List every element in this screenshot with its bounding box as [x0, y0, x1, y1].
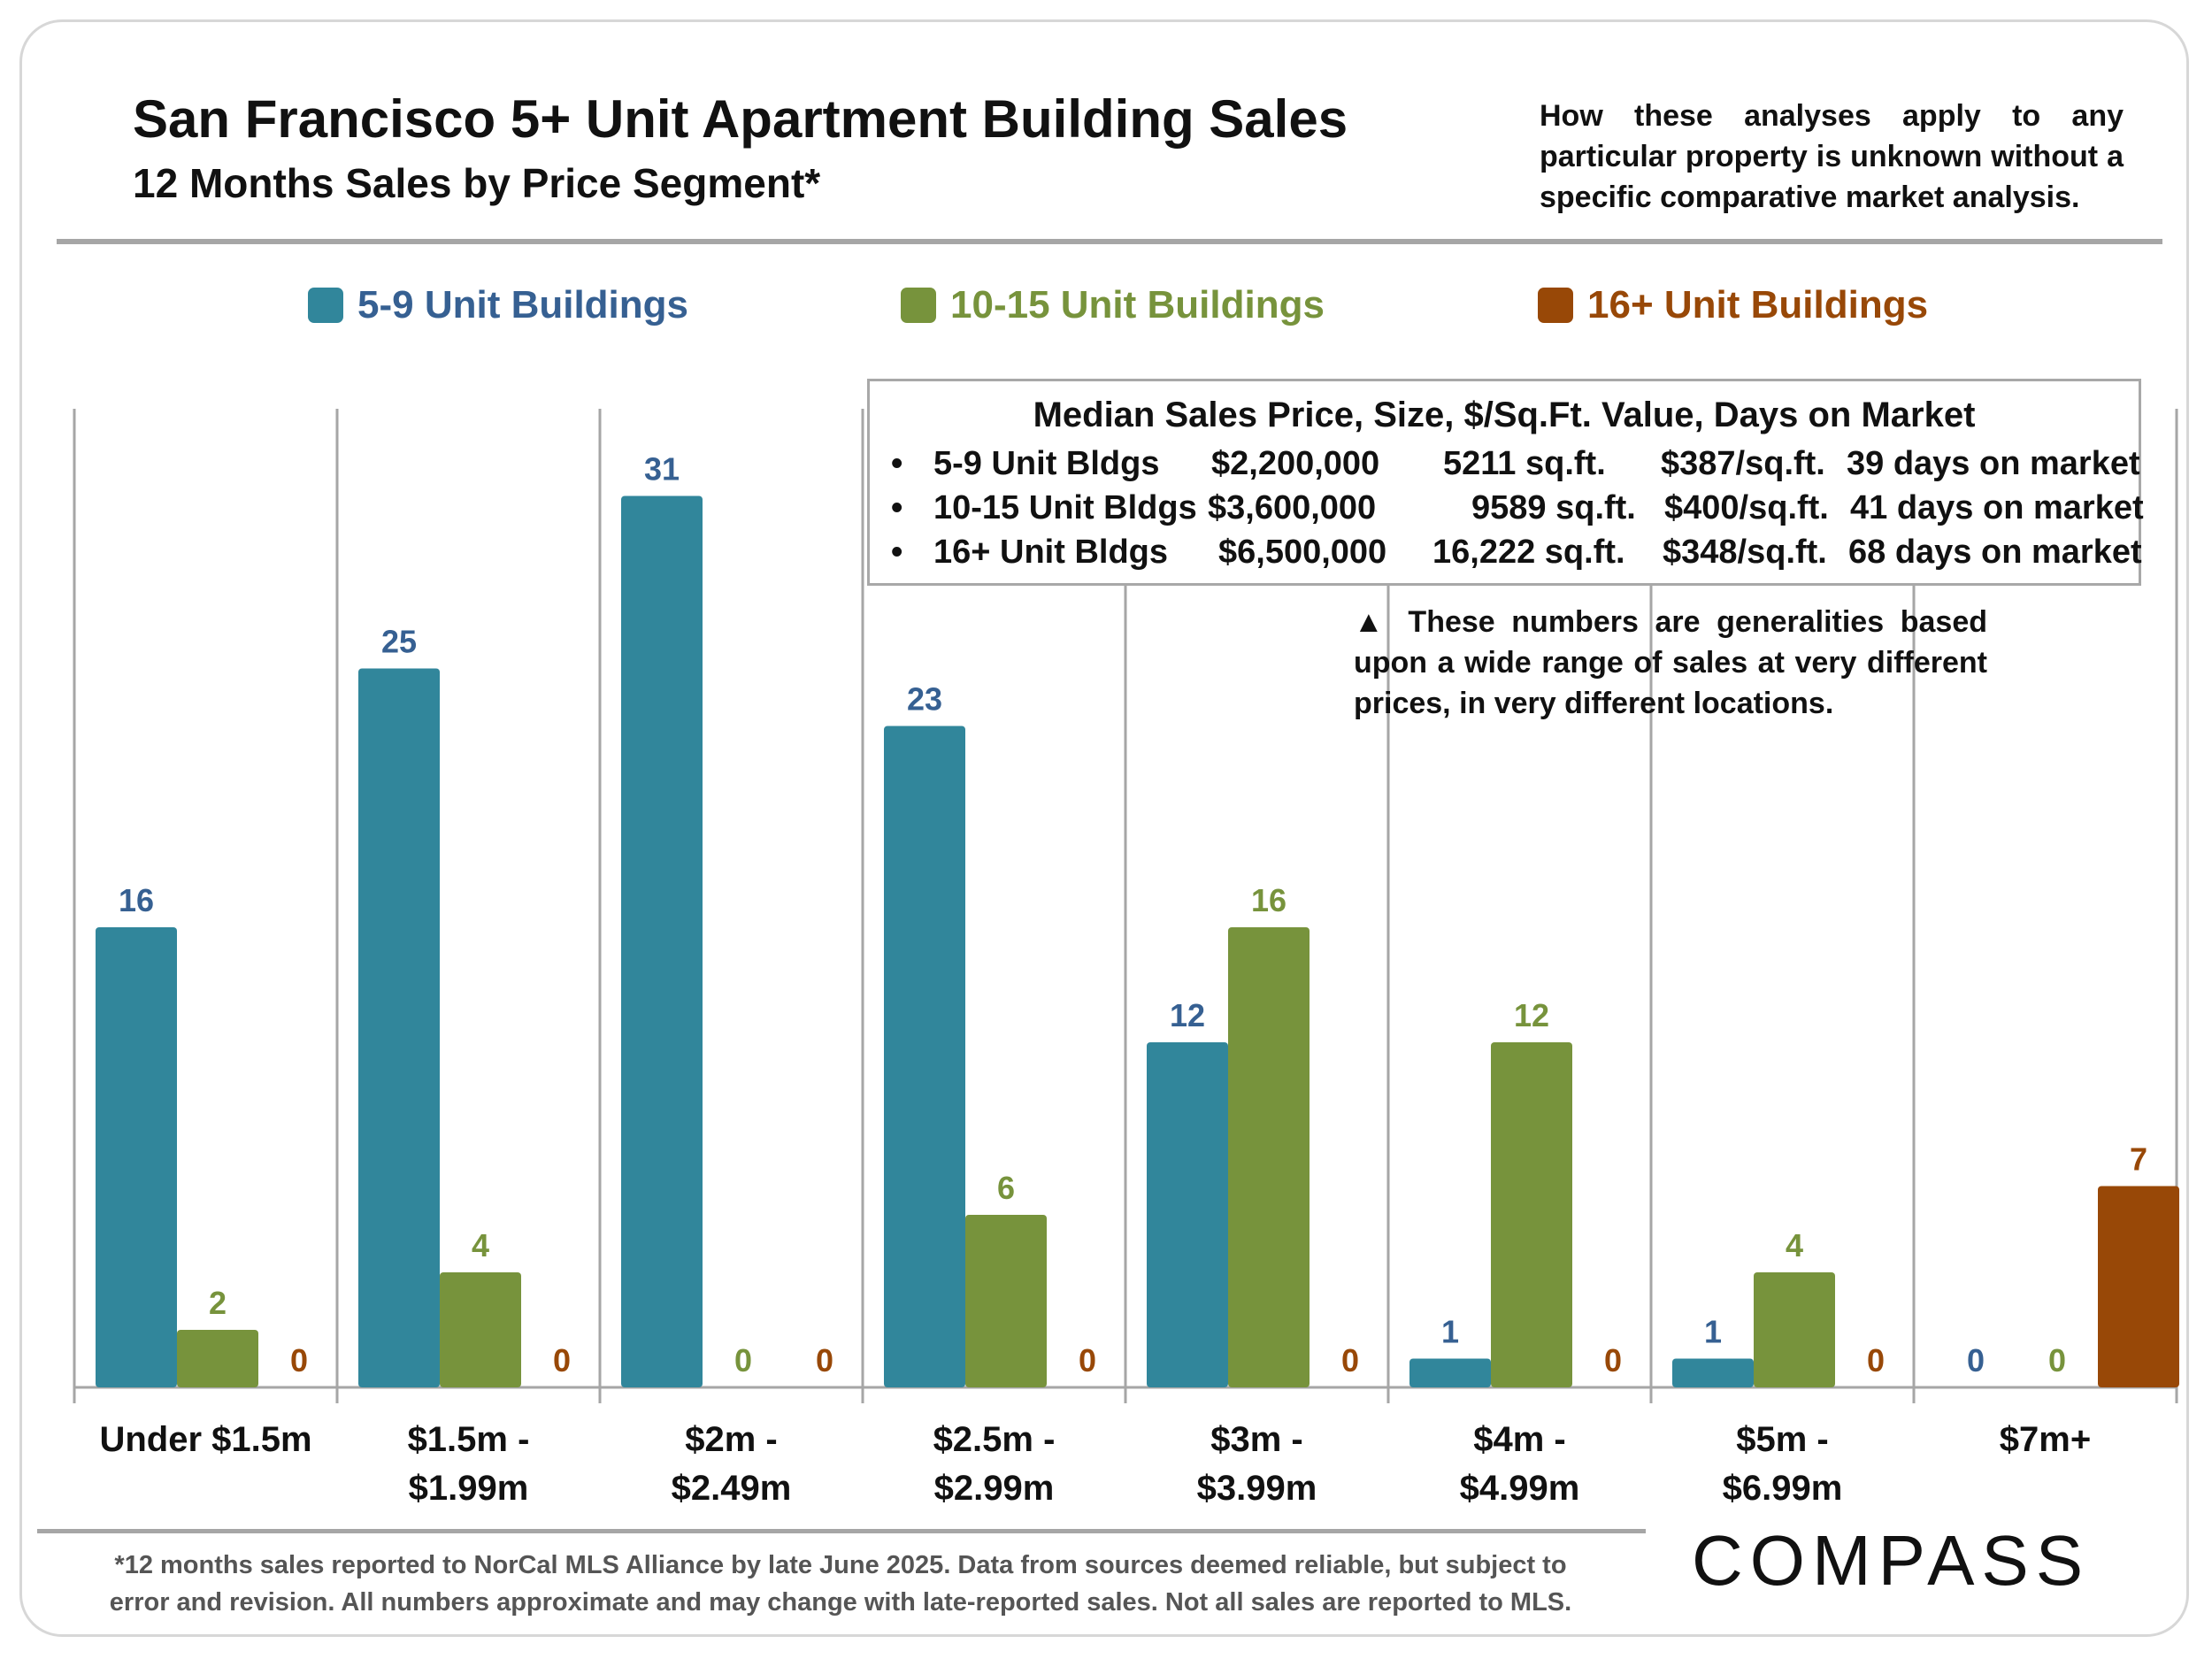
median-row-bullet: • — [891, 445, 903, 482]
data-label: 16 — [1251, 882, 1286, 918]
data-label: 7 — [2130, 1141, 2147, 1178]
median-row-ppsf: $348/sq.ft. — [1663, 534, 1827, 571]
bar — [1147, 1042, 1228, 1387]
footnote-line-2: error and revision. All numbers approxim… — [109, 1588, 1572, 1617]
data-label: 2 — [209, 1285, 227, 1321]
data-label: 0 — [1867, 1342, 1885, 1379]
data-label: 0 — [553, 1342, 571, 1379]
bar — [358, 668, 440, 1387]
median-row-bullet: • — [891, 534, 903, 571]
median-row-label: 10-15 Unit Bldgs — [933, 489, 1197, 526]
median-row-size: 5211 sq.ft. — [1443, 445, 1606, 482]
x-tick-label: $2.49m — [672, 1469, 792, 1508]
disclaimer-text: How these analyses apply to any particul… — [1540, 99, 2124, 214]
legend-swatch-16-plus — [1538, 288, 1573, 323]
legend-label-10-15: 10-15 Unit Buildings — [950, 283, 1325, 326]
chart-subtitle: 12 Months Sales by Price Segment* — [133, 160, 821, 206]
x-tick-label: $2.99m — [934, 1469, 1055, 1508]
x-tick-label: $7m+ — [2000, 1420, 2091, 1459]
legend-item-10-15: 10-15 Unit Buildings — [901, 283, 1325, 327]
legend-swatch-10-15 — [901, 288, 936, 323]
footnote: *12 months sales reported to NorCal MLS … — [53, 1547, 1628, 1621]
median-row-dom: 39 days on market — [1847, 445, 2140, 482]
median-row-size: 16,222 sq.ft. — [1432, 534, 1625, 571]
data-label: 12 — [1514, 997, 1549, 1033]
median-row-price: $3,600,000 — [1208, 489, 1377, 526]
data-label: 0 — [1079, 1342, 1096, 1379]
legend-item-5-9: 5-9 Unit Buildings — [308, 283, 688, 327]
data-label: 4 — [472, 1227, 489, 1263]
bar — [2098, 1186, 2179, 1387]
legend-swatch-5-9 — [308, 288, 343, 323]
generalities-note: ▲ These numbers are generalities based u… — [1354, 605, 1987, 720]
chart-title: San Francisco 5+ Unit Apartment Building… — [133, 89, 1348, 149]
x-tick-label: Under $1.5m — [99, 1420, 311, 1459]
x-tick-label: $1.5m - — [408, 1420, 530, 1459]
data-label: 31 — [644, 451, 680, 488]
bar — [177, 1330, 258, 1387]
median-stats-title: Median Sales Price, Size, $/Sq.Ft. Value… — [1033, 396, 1976, 434]
median-row-bullet: • — [891, 489, 903, 526]
bar — [1228, 927, 1310, 1387]
median-row-price: $6,500,000 — [1218, 534, 1387, 571]
bar — [965, 1215, 1047, 1387]
bar — [621, 495, 703, 1387]
x-tick-label: $1.99m — [409, 1469, 529, 1508]
data-label: 0 — [2048, 1342, 2066, 1379]
data-label: 0 — [1341, 1342, 1359, 1379]
compass-logo: COMPASS — [1692, 1521, 2091, 1600]
data-label: 25 — [381, 624, 417, 660]
data-label: 12 — [1170, 997, 1205, 1033]
bar — [1672, 1358, 1754, 1387]
data-label: 6 — [997, 1170, 1015, 1206]
header-divider — [57, 239, 2162, 244]
data-label: 23 — [907, 681, 942, 718]
data-label: 0 — [290, 1342, 308, 1379]
median-row-size: 9589 sq.ft. — [1471, 489, 1636, 526]
bar — [440, 1272, 521, 1387]
data-label: 0 — [816, 1342, 833, 1379]
median-row-dom: 41 days on market — [1850, 489, 2144, 526]
data-label: 16 — [119, 882, 154, 918]
data-label: 0 — [1604, 1342, 1622, 1379]
median-row-dom: 68 days on market — [1848, 534, 2142, 571]
legend-item-16-plus: 16+ Unit Buildings — [1538, 283, 1928, 327]
x-tick-label: $6.99m — [1723, 1469, 1843, 1508]
bar — [884, 726, 965, 1387]
x-tick-label: $3.99m — [1197, 1469, 1317, 1508]
x-tick-label: $2m - — [685, 1420, 778, 1459]
data-label: 0 — [734, 1342, 752, 1379]
footnote-line-1: *12 months sales reported to NorCal MLS … — [114, 1551, 1567, 1579]
x-tick-label: $3m - — [1210, 1420, 1303, 1459]
x-tick-label: $4m - — [1473, 1420, 1566, 1459]
x-tick-label: $4.99m — [1460, 1469, 1580, 1508]
legend-label-16-plus: 16+ Unit Buildings — [1587, 283, 1929, 326]
median-row-ppsf: $387/sq.ft. — [1661, 445, 1825, 482]
median-row-label: 5-9 Unit Bldgs — [933, 445, 1160, 482]
data-label: 1 — [1704, 1314, 1722, 1350]
data-label: 4 — [1786, 1227, 1803, 1263]
median-stats-box: Median Sales Price, Size, $/Sq.Ft. Value… — [867, 379, 2144, 586]
footer-divider — [37, 1529, 1646, 1533]
legend-label-5-9: 5-9 Unit Buildings — [357, 283, 688, 326]
bar — [1754, 1272, 1835, 1387]
median-row-ppsf: $400/sq.ft. — [1664, 489, 1829, 526]
bar — [1491, 1042, 1572, 1387]
bar — [1409, 1358, 1491, 1387]
x-tick-label: $5m - — [1736, 1420, 1829, 1459]
data-label: 1 — [1441, 1314, 1459, 1350]
bar — [96, 927, 177, 1387]
data-label: 0 — [1967, 1342, 1985, 1379]
x-tick-label: $2.5m - — [933, 1420, 1056, 1459]
median-row-label: 16+ Unit Bldgs — [933, 534, 1168, 571]
median-row-price: $2,200,000 — [1211, 445, 1380, 482]
